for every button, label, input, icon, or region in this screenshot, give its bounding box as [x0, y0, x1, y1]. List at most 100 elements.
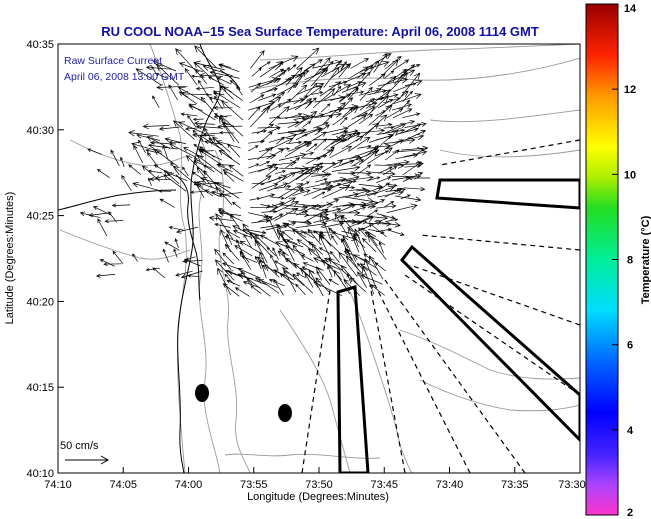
current-vector: [168, 226, 184, 231]
current-vector: [346, 81, 362, 88]
current-vector: [338, 97, 354, 113]
current-vector: [257, 278, 280, 294]
current-vector: [348, 136, 371, 152]
current-vector: [197, 79, 207, 94]
y-tick-label: 40:35: [26, 39, 54, 51]
current-vector: [222, 86, 244, 101]
current-vector: [395, 127, 419, 135]
current-vector: [366, 185, 395, 197]
current-vector: [307, 228, 322, 246]
current-vector: [314, 124, 330, 136]
current-vector: [339, 61, 347, 72]
current-vector: [108, 211, 117, 223]
current-vector: [185, 126, 205, 131]
current-vector: [190, 190, 207, 194]
current-vector: [258, 183, 279, 191]
current-vector: [251, 67, 262, 77]
current-vector: [146, 136, 171, 149]
current-vector: [357, 271, 367, 288]
current-vector: [208, 215, 234, 222]
current-vector: [285, 140, 303, 145]
current-vector: [311, 91, 324, 95]
current-vector: [187, 115, 197, 128]
current-vector: [133, 144, 144, 164]
current-vector: [224, 269, 243, 278]
x-tick-label: 74:05: [109, 479, 137, 491]
current-vector: [267, 213, 284, 222]
sector-ray: [439, 139, 580, 166]
current-vector: [239, 251, 252, 270]
current-vector: [350, 58, 369, 69]
current-vector: [292, 189, 311, 197]
current-vector: [132, 182, 159, 191]
current-vector: [348, 175, 374, 181]
current-vector: [295, 163, 321, 181]
current-vector: [276, 136, 285, 145]
current-vector: [331, 164, 361, 172]
current-vector: [202, 164, 215, 173]
bathymetry-contour: [339, 269, 413, 473]
current-vector: [306, 131, 327, 145]
current-vector: [332, 218, 358, 225]
current-vector: [374, 122, 393, 127]
radar-beams: [336, 178, 580, 473]
current-vector: [367, 234, 387, 261]
current-vector: [149, 176, 171, 182]
current-vector: [328, 278, 339, 286]
current-vector: [292, 220, 312, 225]
current-vector: [329, 145, 353, 159]
current-vector: [391, 175, 410, 181]
current-vector: [337, 133, 361, 144]
current-vector: [403, 123, 422, 133]
current-vector: [395, 152, 419, 160]
annotation-line-1: Raw Surface Current: [64, 55, 162, 67]
current-vector: [376, 127, 406, 135]
current-vector: [286, 169, 306, 176]
current-vector: [301, 167, 321, 182]
current-vector: [214, 248, 232, 270]
x-tick-label: 73:55: [240, 479, 268, 491]
current-vector: [351, 159, 365, 167]
current-vector: [162, 144, 169, 161]
current-vector: [313, 230, 325, 239]
current-vector: [214, 95, 223, 110]
current-vector: [254, 239, 268, 264]
current-vector: [368, 222, 387, 238]
current-vector: [182, 259, 203, 264]
current-vector: [333, 192, 360, 200]
current-vector: [207, 76, 224, 86]
current-vector: [237, 273, 268, 286]
current-vector: [97, 218, 108, 237]
current-vector: [212, 136, 231, 153]
current-vector: [319, 233, 340, 253]
current-vector: [278, 152, 307, 161]
current-vector: [168, 84, 178, 101]
y-tick-label: 40:20: [26, 296, 54, 308]
radar-sector-rays: [301, 139, 580, 473]
current-vector: [385, 69, 416, 85]
current-vector: [347, 114, 367, 128]
current-vector: [339, 219, 363, 225]
current-vector: [347, 132, 356, 141]
current-vector: [318, 234, 332, 260]
current-vector: [251, 129, 268, 134]
current-vector: [187, 274, 200, 278]
current-vector: [155, 72, 168, 79]
current-vector: [305, 82, 318, 96]
current-vector: [329, 183, 342, 190]
current-vector: [351, 106, 376, 120]
current-vector: [287, 64, 297, 72]
current-vector: [173, 120, 195, 140]
current-vector: [222, 262, 242, 271]
sector-ray: [374, 284, 471, 473]
current-vector: [391, 103, 413, 111]
bathymetry-contour: [439, 149, 580, 158]
current-vector: [195, 86, 214, 91]
current-vector: [142, 123, 170, 130]
current-vector: [217, 123, 243, 130]
current-vector: [357, 144, 372, 149]
current-vector: [320, 106, 344, 116]
current-vector: [224, 243, 240, 261]
current-vector: [401, 99, 411, 110]
